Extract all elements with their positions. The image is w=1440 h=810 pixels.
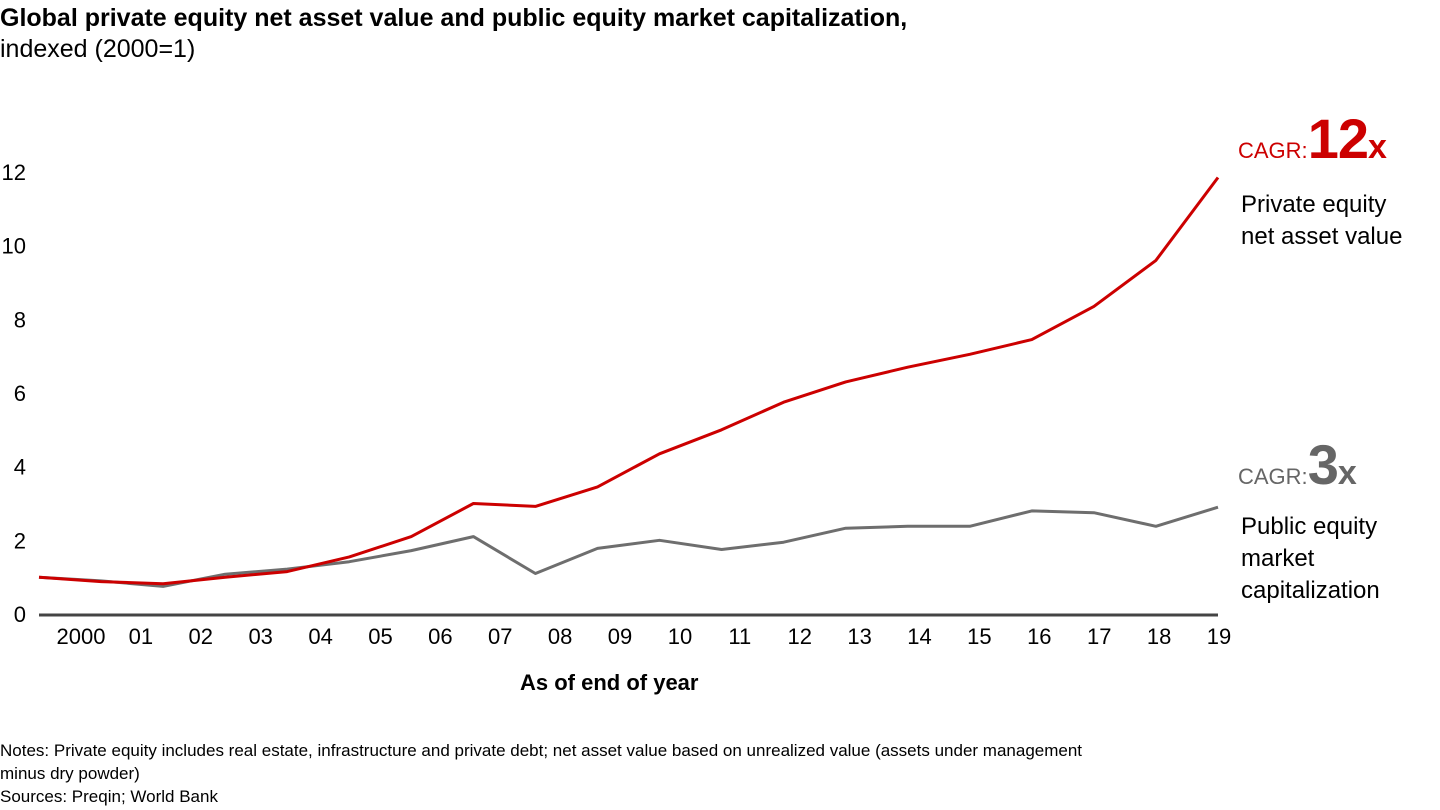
pub-cagr-value: 3 — [1307, 433, 1339, 496]
x-tick-label: 18 — [1147, 624, 1171, 649]
x-tick-label: 08 — [548, 624, 572, 649]
pe-series-label: Private equity net asset value — [1241, 189, 1402, 253]
pe-series-label-line: net asset value — [1241, 223, 1403, 250]
x-tick-label: 14 — [907, 624, 931, 649]
y-tick-label: 8 — [14, 307, 26, 332]
x-tick-label: 11 — [728, 624, 751, 649]
y-tick-label: 2 — [14, 528, 26, 553]
public-equity-line — [38, 505, 1219, 588]
x-tick-label: 13 — [847, 624, 871, 649]
pub-series-label: Public equity market capitalization — [1241, 511, 1380, 607]
pub-cagr-suffix: x — [1337, 454, 1357, 492]
x-axis-ticks: 2000 01 02 03 04 05 06 07 08 09 10 11 12 13 14 15 16 17 18… — [57, 624, 1232, 649]
x-tick-label: 02 — [189, 624, 213, 649]
pe-cagr-value: 12 — [1307, 107, 1369, 170]
y-tick-label: 0 — [14, 602, 26, 627]
notes-line: minus dry powder) — [0, 764, 140, 783]
pub-series-label-line: market — [1241, 545, 1315, 572]
x-axis-label: As of end of year — [520, 670, 699, 695]
pub-cagr-prefix: CAGR: — [1238, 464, 1308, 489]
pe-cagr-suffix: x — [1367, 128, 1387, 166]
pe-series-label-line: Private equity — [1241, 191, 1387, 218]
private-equity-line — [38, 176, 1220, 586]
chart-title: Global private equity net asset value an… — [0, 3, 907, 65]
series-lines — [38, 176, 1220, 588]
x-tick-label: 03 — [248, 624, 272, 649]
y-tick-label: 12 — [2, 160, 26, 185]
pub-cagr-annotation: CAGR:3x — [1238, 432, 1357, 497]
x-tick-label: 06 — [428, 624, 452, 649]
x-tick-label: 17 — [1087, 624, 1111, 649]
y-axis-ticks: 0 2 4 6 8 10 12 — [2, 160, 26, 627]
y-tick-label: 4 — [14, 455, 26, 480]
y-tick-label: 6 — [14, 381, 26, 406]
x-tick-label: 07 — [488, 624, 512, 649]
pub-series-label-line: Public equity — [1241, 513, 1378, 540]
x-tick-label: 09 — [608, 624, 632, 649]
notes-line: Notes: Private equity includes real esta… — [0, 741, 1083, 760]
pe-cagr-prefix: CAGR: — [1238, 138, 1308, 163]
chart-title-main: Global private equity net asset value an… — [0, 4, 908, 32]
x-tick-label: 04 — [308, 624, 332, 649]
x-tick-label: 19 — [1207, 624, 1231, 649]
x-tick-label: 2000 — [57, 624, 106, 649]
pe-cagr-annotation: CAGR:12x — [1238, 106, 1387, 171]
x-tick-label: 12 — [787, 624, 811, 649]
x-tick-label: 16 — [1027, 624, 1051, 649]
x-tick-label: 05 — [368, 624, 392, 649]
x-tick-label: 10 — [668, 624, 692, 649]
x-tick-label: 01 — [129, 624, 153, 649]
chart-subtitle: indexed (2000=1) — [0, 35, 196, 63]
pub-series-label-line: capitalization — [1241, 577, 1380, 604]
y-tick-label: 10 — [2, 234, 26, 259]
chart-notes: Notes: Private equity includes real esta… — [0, 739, 1300, 808]
sources-line: Sources: Preqin; World Bank — [0, 787, 218, 806]
x-tick-label: 15 — [967, 624, 991, 649]
